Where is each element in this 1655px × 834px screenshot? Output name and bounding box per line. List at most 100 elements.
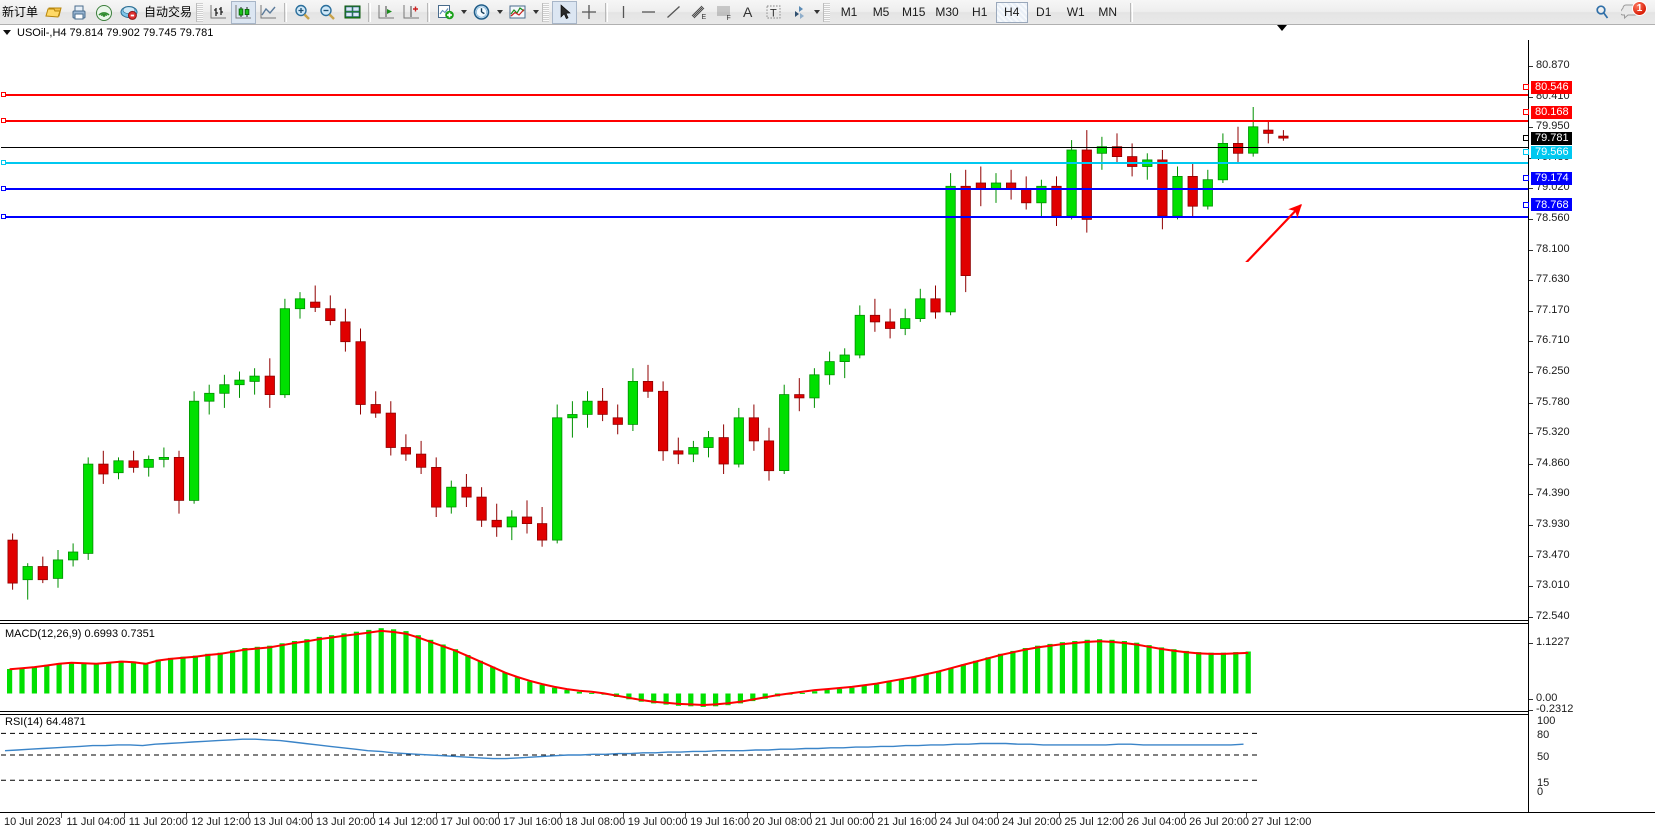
time-tick-mark (1059, 813, 1061, 818)
price-tag-anchor (1523, 149, 1529, 156)
time-tick-mark (996, 813, 998, 818)
time-scale[interactable]: 10 Jul 2023 11 Jul 04:00 11 Jul 20:00 12 Ju… (0, 812, 1655, 834)
indicators-dropdown-caret[interactable] (530, 1, 541, 24)
timeframe-d1[interactable]: D1 (1036, 5, 1052, 19)
support-line-78768[interactable] (1, 216, 1528, 218)
alerts-icon[interactable]: 1 (1621, 1, 1647, 23)
text-icon[interactable]: A (736, 1, 761, 24)
search-icon[interactable] (1590, 1, 1615, 24)
time-tick-label: 26 Jul 20:00 (1189, 816, 1250, 828)
timeframe-h4[interactable]: H4 (995, 1, 1028, 23)
line-anchor[interactable] (1, 214, 6, 219)
line-anchor[interactable] (1, 118, 6, 123)
indicators-icon[interactable] (505, 1, 530, 24)
text-label-icon[interactable]: T (761, 1, 786, 24)
time-tick-mark (61, 813, 63, 818)
expert-advisor-icon[interactable] (116, 1, 141, 24)
zoom-out-icon[interactable] (315, 1, 340, 24)
crosshair-icon[interactable] (577, 1, 602, 24)
chart-menu-dropdown-icon[interactable] (0, 26, 13, 39)
time-tick-label: 19 Jul 16:00 (690, 816, 751, 828)
price-tag-resistance-line[interactable]: 80.546 (1531, 80, 1572, 94)
time-tick-label: 24 Jul 04:00 (939, 816, 1000, 828)
fibonacci-icon[interactable]: F (711, 1, 736, 24)
price-tag-resistance-line[interactable]: 80.168 (1531, 105, 1572, 119)
bar-chart-icon[interactable] (206, 1, 231, 24)
price-tag-anchor (1523, 201, 1529, 208)
time-tick-label: 11 Jul 04:00 (66, 816, 126, 828)
equidistant-channel-icon[interactable]: E (686, 1, 711, 24)
new-chart-icon[interactable] (433, 1, 458, 24)
timeframe-m5[interactable]: M5 (872, 5, 890, 19)
time-tick-label: 21 Jul 16:00 (877, 816, 938, 828)
line-anchor[interactable] (1, 186, 6, 191)
timeframe-m15[interactable]: M15 (902, 5, 926, 19)
time-tick-mark (872, 813, 874, 818)
folder-icon[interactable] (41, 1, 66, 24)
annotation-arrow-icon[interactable] (1229, 182, 1349, 262)
price-scale[interactable]: 80.87080.41079.95079.48079.02078.56078.1… (1523, 40, 1655, 812)
time-tick-mark (1121, 813, 1123, 818)
price-tag-support-line[interactable]: 78.768 (1531, 198, 1572, 212)
tile-windows-icon[interactable] (340, 1, 365, 24)
timeframe-mn[interactable]: MN (1098, 5, 1118, 19)
new-chart-dropdown-caret[interactable] (458, 1, 469, 24)
resistance-line-80168[interactable] (1, 120, 1528, 122)
zoom-in-icon[interactable] (290, 1, 315, 24)
wifi-icon[interactable] (91, 1, 116, 24)
toolbar-grip[interactable] (196, 2, 204, 22)
timeframe-m30[interactable]: M30 (935, 5, 959, 19)
toolbar-separator (368, 2, 372, 22)
new-order-button[interactable]: 新订单 (2, 5, 39, 19)
shapes-dropdown-caret[interactable] (811, 1, 822, 24)
macd-label: MACD(12,26,9) 0.6993 0.7351 (5, 628, 155, 640)
price-tag-support-line[interactable]: 79.174 (1531, 171, 1572, 185)
period-clock-icon[interactable] (469, 1, 494, 24)
toolbar-grip[interactable] (823, 2, 831, 22)
trendline-icon[interactable] (661, 1, 686, 24)
resistance-line-80546[interactable] (1, 94, 1528, 96)
cursor-icon[interactable] (552, 0, 578, 24)
price-tag-bid-line[interactable]: 79.566 (1531, 145, 1572, 159)
timeframe-w1[interactable]: W1 (1066, 5, 1085, 19)
line-anchor[interactable] (1, 92, 6, 97)
timeframe-m1[interactable]: M1 (840, 5, 858, 19)
price-plot[interactable] (1, 40, 1528, 620)
bid-line-79566[interactable] (1, 162, 1528, 164)
price-tag-last-price[interactable]: 79.781 (1531, 131, 1572, 145)
toolbar-right-group: 1 (1590, 1, 1655, 24)
candlestick-chart-icon[interactable] (231, 0, 257, 24)
panel-separator (0, 623, 1655, 624)
autoscroll-marker (1277, 25, 1287, 31)
line-anchor[interactable] (1, 160, 6, 165)
vertical-line-icon[interactable] (611, 1, 636, 24)
auto-trading-button[interactable]: 自动交易 (144, 5, 193, 19)
symbol-info-text: USOil-,H4 79.814 79.902 79.745 79.781 (17, 26, 214, 39)
auto-scroll-icon[interactable] (399, 1, 424, 24)
time-tick-mark (685, 813, 687, 818)
toolbar-separator (427, 2, 431, 22)
macd-pane[interactable] (1, 626, 1528, 711)
horizontal-line-icon[interactable] (636, 1, 661, 24)
printer-icon[interactable] (66, 1, 91, 24)
line-chart-icon[interactable] (256, 1, 281, 24)
chart-shift-icon[interactable] (374, 1, 399, 24)
chart-area[interactable]: USOil-,H4 79.814 79.902 79.745 79.781 (0, 25, 1655, 834)
rsi-pane[interactable] (1, 715, 1528, 795)
notification-count: 1 (1632, 1, 1647, 16)
period-dropdown-caret[interactable] (494, 1, 505, 24)
support-line-79174[interactable] (1, 188, 1528, 190)
last-price-line (1, 147, 1528, 148)
timeframe-h1[interactable]: H1 (972, 5, 988, 19)
time-tick-mark (497, 813, 499, 818)
toolbar-grip[interactable] (542, 2, 550, 22)
time-tick-label: 10 Jul 2023 (4, 816, 61, 828)
time-tick-mark (310, 813, 312, 818)
time-tick-label: 11 Jul 20:00 (128, 816, 188, 828)
panel-separator (0, 714, 1655, 715)
time-tick-label: 27 Jul 12:00 (1251, 816, 1312, 828)
toolbar-separator (284, 2, 288, 22)
time-tick-mark (435, 813, 437, 818)
shapes-icon[interactable] (786, 1, 811, 24)
